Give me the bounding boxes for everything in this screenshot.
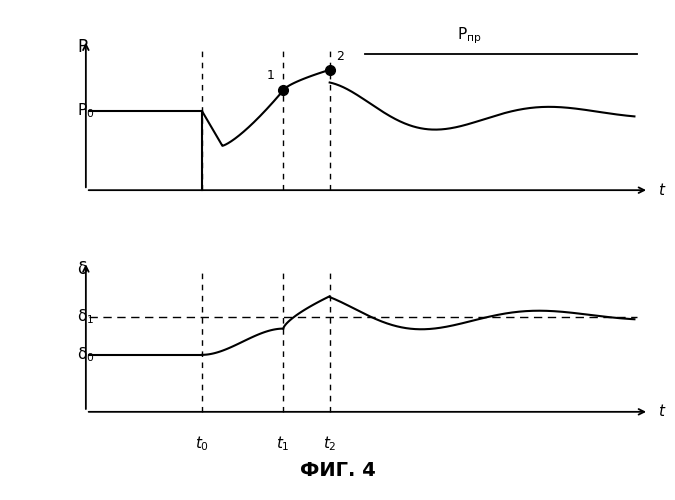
Text: P$_{\mathregular{пр}}$: P$_{\mathregular{пр}}$ (457, 26, 481, 46)
Text: P$_0$: P$_0$ (77, 102, 95, 120)
Text: t: t (657, 182, 664, 198)
Text: 2: 2 (336, 50, 344, 62)
Text: t: t (657, 404, 664, 419)
Text: δ$_1$: δ$_1$ (77, 308, 95, 326)
Text: P: P (77, 38, 87, 56)
Text: δ: δ (77, 260, 87, 278)
Text: $t_0$: $t_0$ (195, 434, 209, 452)
Text: δ$_0$: δ$_0$ (77, 346, 95, 364)
Text: 1: 1 (267, 68, 275, 82)
Text: $t_1$: $t_1$ (276, 434, 290, 452)
Text: ФИГ. 4: ФИГ. 4 (300, 461, 375, 480)
Text: $t_2$: $t_2$ (323, 434, 337, 452)
